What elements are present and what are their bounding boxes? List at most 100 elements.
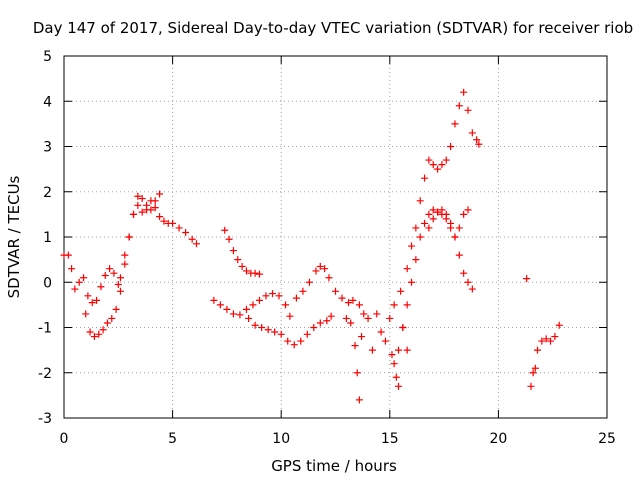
data-point — [80, 274, 88, 282]
data-point — [475, 140, 483, 148]
data-point — [110, 269, 118, 277]
data-point — [156, 213, 164, 221]
data-point — [225, 235, 233, 243]
x-axis-title: GPS time / hours — [271, 457, 397, 475]
data-point — [468, 285, 476, 293]
data-point — [216, 301, 224, 309]
data-point — [86, 328, 94, 336]
data-point — [147, 197, 155, 205]
data-point — [386, 314, 394, 322]
data-point — [538, 337, 546, 345]
data-point — [71, 285, 79, 293]
data-point — [460, 269, 468, 277]
data-point — [234, 256, 242, 264]
series-track-d — [210, 290, 294, 320]
data-point — [397, 287, 405, 295]
data-point — [323, 317, 331, 325]
y-tick-label: -1 — [38, 321, 52, 337]
y-tick-label: 0 — [43, 275, 52, 291]
data-point — [347, 319, 355, 327]
data-point — [251, 269, 259, 277]
data-point — [238, 262, 246, 270]
data-point — [460, 210, 468, 218]
data-point — [269, 290, 277, 298]
data-point — [290, 341, 298, 349]
data-point — [160, 217, 168, 225]
data-point — [82, 310, 90, 318]
data-point — [353, 369, 361, 377]
data-point — [316, 262, 324, 270]
x-tick-label: 15 — [381, 431, 399, 447]
data-point — [242, 267, 250, 275]
data-point — [416, 233, 424, 241]
data-point — [451, 233, 459, 241]
x-tick-labels: 0 5 10 15 20 25 — [60, 431, 616, 447]
data-point — [523, 275, 531, 283]
data-point — [408, 278, 416, 286]
x-tick-label: 25 — [598, 431, 616, 447]
series-track-c — [221, 226, 263, 278]
data-point — [412, 256, 420, 264]
data-point — [262, 292, 270, 300]
data-point — [84, 292, 92, 300]
data-point — [210, 296, 218, 304]
data-point — [292, 294, 300, 302]
y-tick-label: -2 — [38, 366, 52, 382]
data-point — [325, 274, 333, 282]
data-point — [416, 197, 424, 205]
series-track-e — [245, 312, 335, 349]
data-point — [403, 301, 411, 309]
data-point — [305, 278, 313, 286]
data-point — [75, 278, 83, 286]
data-point — [156, 190, 164, 198]
data-point — [169, 219, 177, 227]
series-track-j — [425, 206, 476, 293]
data-point — [310, 324, 318, 331]
data-point — [284, 337, 292, 345]
data-point — [438, 161, 446, 169]
data-point — [381, 337, 389, 345]
data-point — [460, 88, 468, 96]
data-point — [421, 174, 429, 182]
data-point — [88, 299, 96, 307]
data-point — [106, 265, 114, 273]
data-point — [125, 233, 133, 241]
data-point — [429, 206, 437, 214]
y-tick-label: 5 — [43, 49, 52, 65]
data-point — [138, 208, 146, 216]
data-point — [429, 161, 437, 169]
data-point — [421, 219, 429, 227]
data-point — [455, 102, 463, 110]
data-point — [101, 271, 109, 279]
series-track-f — [292, 262, 363, 309]
data-point — [527, 382, 535, 390]
data-point — [360, 310, 368, 318]
data-point — [442, 156, 450, 164]
data-point — [392, 373, 400, 381]
data-point — [264, 326, 272, 334]
data-point — [394, 346, 402, 354]
grid-lines — [64, 56, 607, 418]
y-tick-label: 2 — [43, 185, 52, 201]
data-point — [312, 267, 320, 275]
data-point — [464, 106, 472, 114]
series-track-h — [390, 88, 483, 309]
data-point — [64, 251, 72, 259]
data-point — [464, 278, 472, 286]
data-point — [447, 143, 455, 150]
data-point — [364, 314, 372, 322]
data-point — [355, 396, 363, 404]
data-point — [138, 195, 146, 203]
data-point — [245, 314, 253, 322]
data-point — [134, 192, 142, 200]
y-tick-label: 3 — [43, 140, 52, 156]
data-point — [442, 210, 450, 218]
data-point — [95, 330, 103, 338]
data-point — [151, 204, 159, 212]
axis-ticks — [63, 55, 608, 419]
data-point — [303, 330, 311, 338]
data-point — [447, 219, 455, 227]
data-point — [434, 165, 442, 173]
data-point — [355, 301, 363, 309]
data-point — [531, 364, 539, 372]
